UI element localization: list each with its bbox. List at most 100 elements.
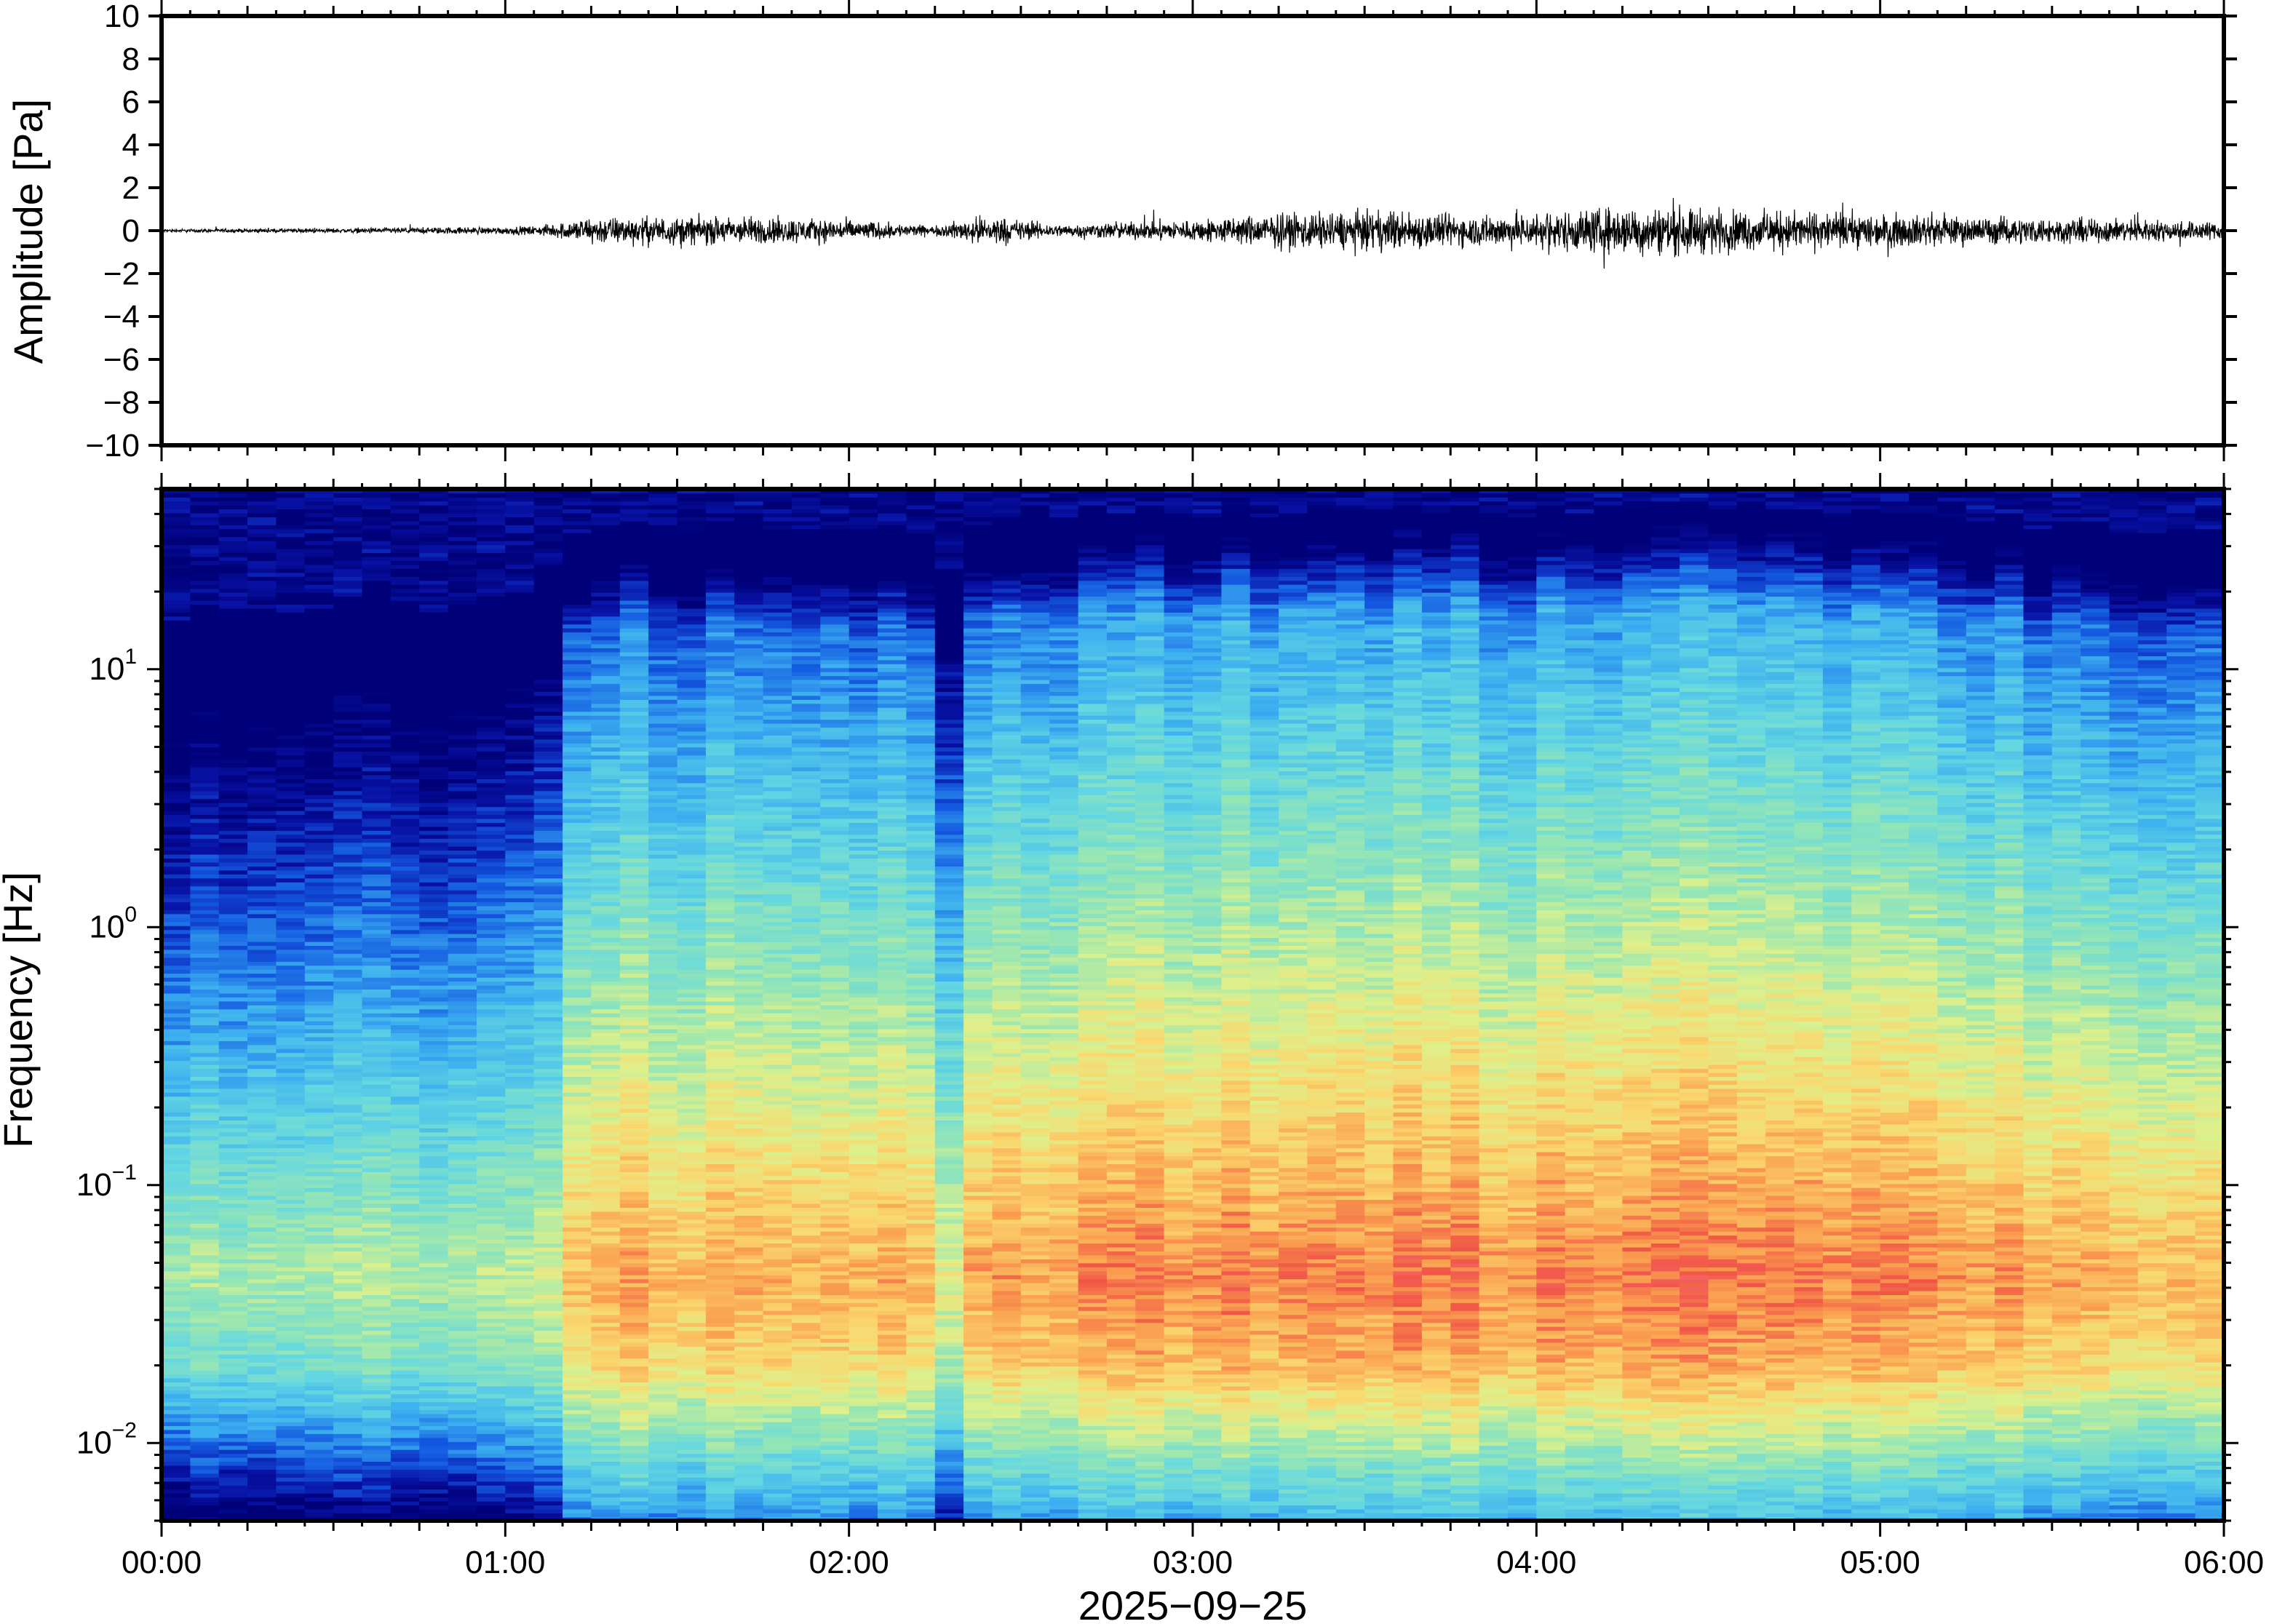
spectrogram-cell [247,984,277,990]
spectrogram-cell [162,596,191,601]
spectrogram-cell [190,504,220,510]
spectrogram-cell [190,1282,220,1288]
spectrogram-cell [533,981,563,986]
spectrogram-cell [218,953,248,958]
spectrogram-cell [162,853,191,859]
spectrogram-cell [390,1489,421,1494]
spectrogram-cell [419,1028,449,1033]
spectrogram-cell [477,1278,506,1283]
spectrogram-cell [619,771,649,776]
spectrogram-cell [619,901,649,907]
spectrogram-cell [276,774,306,779]
spectrogram-cell [162,1187,191,1193]
spectrogram-cell [448,1492,477,1498]
spectrogram-cell [477,782,506,787]
spectrogram-cell [533,1243,563,1248]
spectrogram-cell [533,588,563,593]
spectrogram-cell [333,1139,363,1145]
spectrogram-cell [648,1358,678,1363]
spectrogram-cell [505,664,535,669]
spectrogram-cell [563,520,592,525]
spectrogram-cell [677,1254,707,1259]
spectrogram-cell [591,1131,621,1137]
spectrogram-cell [533,1128,563,1133]
spectrogram-cell [190,1489,220,1494]
spectrogram-cell [247,576,277,581]
spectrogram-cell [390,802,421,808]
spectrogram-cell [247,1107,277,1113]
spectrogram-cell [362,1433,392,1438]
spectrogram-cell [591,727,621,732]
spectrogram-cell [162,1481,191,1486]
spectrogram-cell [390,1020,421,1026]
spectrogram-cell [419,520,449,525]
spectrogram-cell [648,548,678,554]
spectrogram-cell [390,656,421,661]
spectrogram-cell [505,1286,535,1291]
spectrogram-cell [591,612,621,617]
spectrogram-cell [162,992,191,998]
spectrogram-cell [162,1032,191,1038]
spectrogram-cell [304,1405,334,1411]
spectrogram-cell [304,968,334,974]
spectrogram-cell [419,1505,449,1510]
spectrogram-cell [247,1080,277,1085]
spectrogram-cell [648,1457,678,1462]
spectrogram-cell [448,1120,477,1125]
spectrogram-cell [333,1012,363,1018]
spectrogram-cell [419,1020,449,1026]
spectrogram-cell [419,1092,449,1097]
spectrogram-cell [591,1136,621,1141]
spectrogram-cell [591,1306,621,1311]
spectrogram-cell [477,1369,506,1375]
spectrogram-cell [619,992,649,998]
spectrogram-cell [677,1151,707,1157]
spectrogram-cell [505,520,535,525]
spectrogram-cell [619,814,649,819]
spectrogram-cell [677,1120,707,1125]
spectrogram-cell [477,755,506,760]
spectrogram-cell [619,1104,649,1109]
spectrogram-cell [505,976,535,982]
spectrogram-cell [333,1318,363,1324]
spectrogram-cell [648,1369,678,1375]
spectrogram-cell [591,1274,621,1280]
spectrogram-cell [533,794,563,800]
spectrogram-cell [190,1326,220,1332]
spectrogram-cell [477,1040,506,1046]
spectrogram-cell [247,755,277,760]
spectrogram-cell [619,1369,649,1375]
spectrogram-cell [304,1262,334,1267]
spectrogram-cell [247,1171,277,1177]
spectrogram-cell [190,1484,220,1490]
spectrogram-cell [362,1048,392,1054]
spectrogram-cell [533,496,563,502]
spectrogram-cell [533,1036,563,1041]
spectrogram-cell [563,604,592,609]
spectrogram-cell [276,1120,306,1125]
spectrogram-cell [190,758,220,764]
spectrogram-cell [648,496,678,502]
spectrogram-cell [218,889,248,895]
spectrogram-cell [304,540,334,546]
spectrogram-cell [190,755,220,760]
spectrogram-cell [218,616,248,621]
spectrogram-cell [505,1465,535,1470]
spectrogram-cell [419,1353,449,1359]
spectrogram-cell [390,604,421,609]
spectrogram-cell [218,897,248,902]
spectrogram-cell [505,1040,535,1046]
spectrogram-cell [648,715,678,720]
spectrogram-cell [591,1342,621,1347]
spectrogram-cell [390,1235,421,1240]
spectrogram-cell [218,774,248,779]
spectrogram-cell [533,1175,563,1180]
spectrogram-cell [390,1143,421,1149]
spectrogram-cell [333,1338,363,1343]
spectrogram-cell [505,648,535,653]
spectrogram-cell [247,810,277,816]
spectrogram-cell [505,1099,535,1105]
spectrogram-cell [477,1425,506,1430]
spectrogram-cell [563,1191,592,1196]
spectrogram-cell [448,782,477,787]
